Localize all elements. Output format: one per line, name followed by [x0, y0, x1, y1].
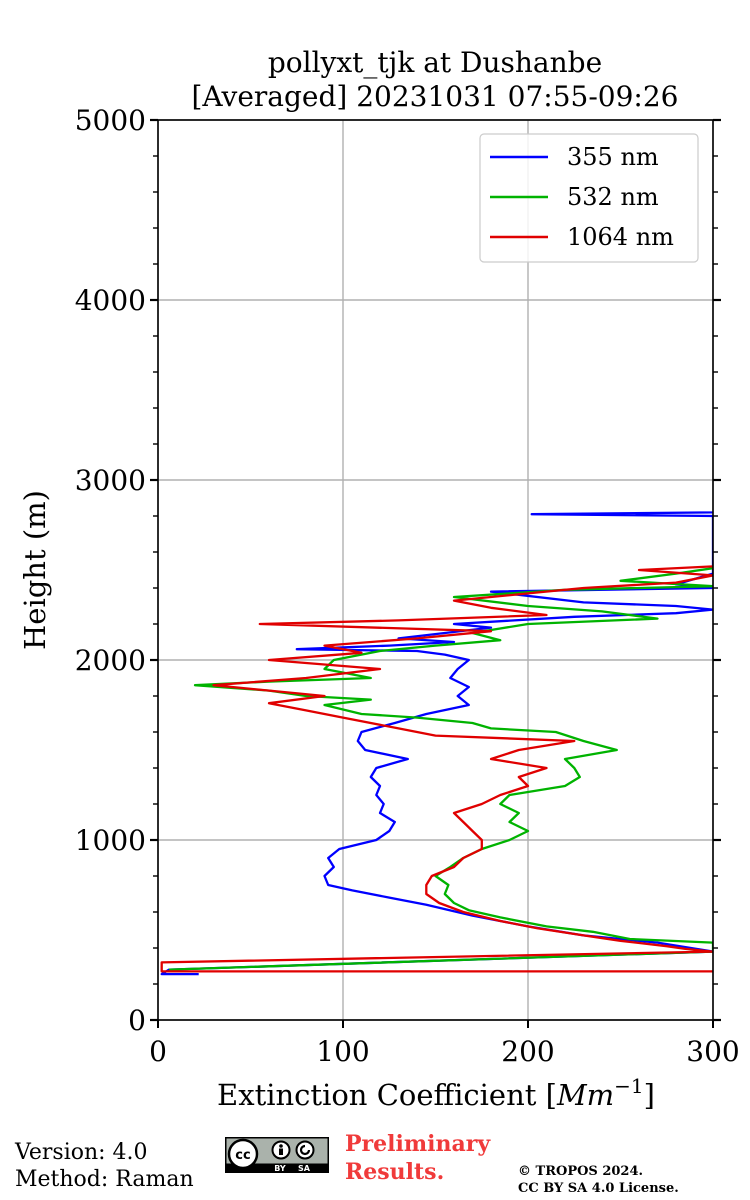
method-text: Method: Raman: [15, 1167, 194, 1192]
sa-icon-arrow: [299, 1144, 311, 1156]
cc-icon: [227, 1138, 259, 1170]
legend: 355 nm 532 nm 1064 nm: [479, 133, 699, 263]
cc-icon-text: cc: [235, 1148, 250, 1163]
legend-label-1064: 1064 nm: [567, 223, 674, 251]
preliminary-results-line1: Preliminary: [345, 1131, 491, 1157]
x-tick-label: 200: [501, 1035, 554, 1068]
by-icon-head: [279, 1144, 283, 1148]
y-tick-label: 2000: [75, 644, 146, 677]
badge-sa-text: SA: [298, 1164, 311, 1173]
y-tick-label: 5000: [75, 104, 146, 137]
y-tick-label: 0: [128, 1004, 146, 1037]
badge-by-text: BY: [274, 1164, 286, 1173]
y-tick-label: 1000: [75, 824, 146, 857]
version-text: Version: 4.0: [15, 1140, 148, 1165]
x-tick-label: 300: [686, 1035, 739, 1068]
x-axis-label: Extinction Coefficient [Mm−1]: [217, 1074, 655, 1112]
by-icon-body: [279, 1148, 283, 1155]
legend-label-355: 355 nm: [567, 143, 659, 171]
plot-frame: [157, 119, 714, 1021]
x-axis-label-close: ]: [644, 1078, 655, 1112]
x-axis-label-unit: Mm: [556, 1078, 614, 1112]
y-axis-label: Height (m): [18, 490, 52, 650]
y-tick-label: 3000: [75, 464, 146, 497]
cc-by-sa-license-badge: cc BY SA: [225, 1137, 329, 1173]
x-tick-label: 0: [149, 1035, 167, 1068]
x-axis-label-exp: −1: [614, 1074, 643, 1098]
series-line-1064-nm: [160, 565, 713, 973]
chart-subtitle: [Averaged] 20231031 07:55-09:26: [192, 80, 679, 113]
series-lines: [160, 511, 713, 976]
copyright-line1: © TROPOS 2024.: [518, 1164, 644, 1179]
legend-box: [479, 133, 699, 263]
extinction-chart: pollyxt_tjk at Dushanbe [Averaged] 20231…: [18, 46, 740, 1112]
legend-label-532: 532 nm: [567, 183, 659, 211]
sa-icon: [295, 1140, 315, 1160]
preliminary-results-line2: Results.: [345, 1159, 445, 1185]
chart-title: pollyxt_tjk at Dushanbe: [268, 46, 602, 79]
x-axis-label-main: Extinction Coefficient [: [217, 1078, 557, 1112]
series-line-532-nm: [169, 567, 713, 971]
copyright-line2: CC BY SA 4.0 License.: [518, 1181, 679, 1196]
x-tick-label: 100: [316, 1035, 369, 1068]
series-line-355-nm: [160, 511, 713, 976]
y-tick-label: 4000: [75, 284, 146, 317]
